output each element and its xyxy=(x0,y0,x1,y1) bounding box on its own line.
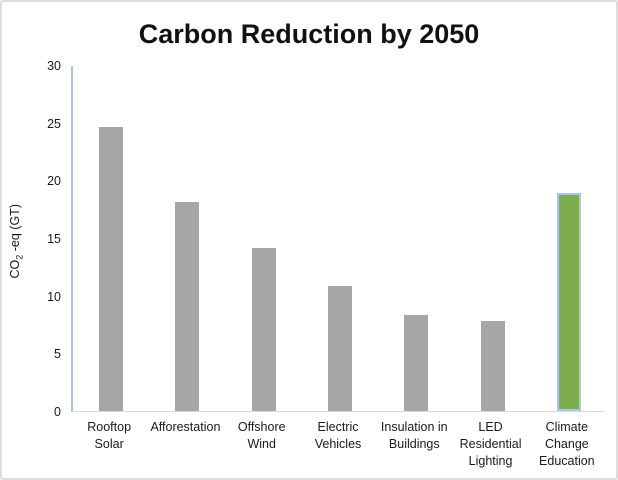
x-label-electric-vehicles: Electric Vehicles xyxy=(314,420,362,451)
y-tick-20: 20 xyxy=(47,174,61,189)
y-tick-0: 0 xyxy=(54,405,61,419)
bar-electric-vehicles xyxy=(328,286,352,411)
y-axis-title: CO2 -eq (GT) xyxy=(8,171,25,311)
y-axis-title-subscript: 2 xyxy=(14,254,25,260)
x-label-offshore-wind: Offshore Wind xyxy=(237,420,286,451)
bar-insulation-in-buildings xyxy=(404,315,429,411)
y-tick-5: 5 xyxy=(54,347,61,362)
chart-title: Carbon Reduction by 2050 xyxy=(138,19,480,49)
y-tick-30: 30 xyxy=(47,59,61,73)
x-label-climate-change-education: Climate Change Education xyxy=(539,420,595,468)
x-label-afforestation: Afforestation xyxy=(150,420,221,434)
bar-offshore-wind xyxy=(251,248,276,411)
y-axis-title-suffix: -eq (GT) xyxy=(7,204,22,255)
bar-led-residential-lighting xyxy=(480,321,505,411)
bar-climate-change-education xyxy=(556,193,581,411)
bar-afforestation xyxy=(175,202,200,411)
y-tick-25: 25 xyxy=(47,116,61,131)
y-axis-title-prefix: CO xyxy=(7,259,22,279)
x-label-insulation-in-buildings: Insulation in Buildings xyxy=(380,420,448,451)
x-label-led-residential-lighting: LED Residential Lighting xyxy=(459,420,522,468)
plot-area: 0 5 10 15 20 25 30 xyxy=(47,59,605,419)
y-tick-15: 15 xyxy=(47,232,61,246)
x-axis-labels: Rooftop Solar Afforestation Offshore Wind E… xyxy=(71,419,605,478)
bar-rooftop-solar xyxy=(99,127,124,411)
y-tick-10: 10 xyxy=(47,289,61,304)
x-label-rooftop-solar: Rooftop Solar xyxy=(87,420,132,451)
